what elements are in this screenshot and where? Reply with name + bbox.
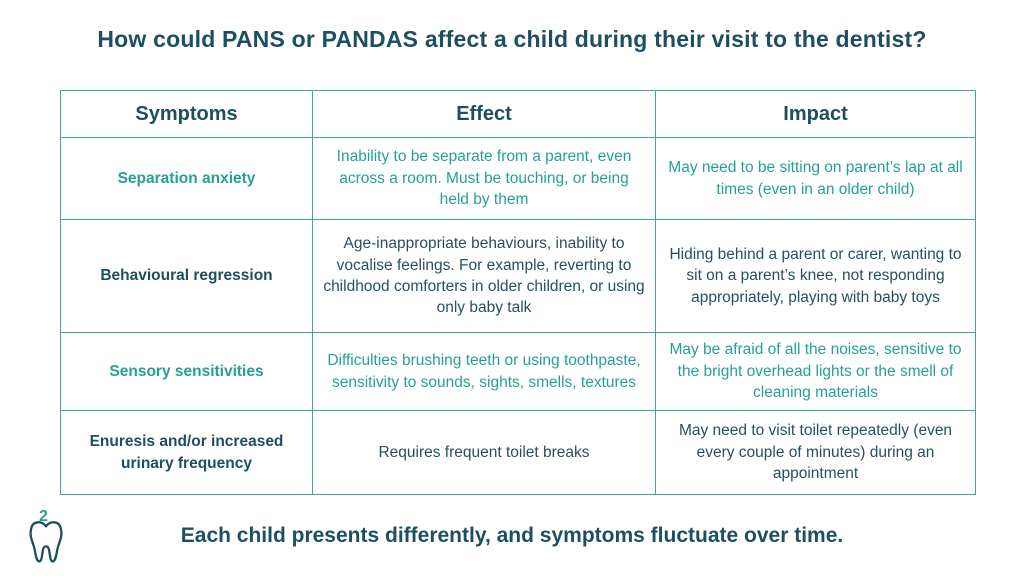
- symptom-sensory-sensitivities: Sensory sensitivities: [60, 332, 313, 411]
- table-row: Behavioural regression Age-inappropriate…: [60, 219, 976, 333]
- effect-cell: Difficulties brushing teeth or using too…: [312, 332, 656, 411]
- effect-cell: Requires frequent toilet breaks: [312, 410, 656, 495]
- impact-cell: May need to visit toilet repeatedly (eve…: [655, 410, 976, 495]
- table-row: Separation anxiety Inability to be separ…: [60, 137, 976, 220]
- table-row: Sensory sensitivities Difficulties brush…: [60, 332, 976, 411]
- page-number: 2: [39, 508, 48, 525]
- effect-cell: Inability to be separate from a parent, …: [312, 137, 656, 220]
- symptoms-table: Symptoms Effect Impact Separation anxiet…: [60, 90, 976, 495]
- footer-statement: Each child presents differently, and sym…: [180, 524, 844, 547]
- page-number-badge: 2: [24, 508, 74, 566]
- page-title: How could PANS or PANDAS affect a child …: [97, 26, 927, 52]
- symptom-behavioural-regression: Behavioural regression: [60, 219, 313, 333]
- symptom-separation-anxiety: Separation anxiety: [60, 137, 313, 220]
- column-header-symptoms: Symptoms: [60, 90, 313, 138]
- impact-cell: May need to be sitting on parent’s lap a…: [655, 137, 976, 220]
- column-header-effect: Effect: [312, 90, 656, 138]
- effect-cell: Age-inappropriate behaviours, inability …: [312, 219, 656, 333]
- impact-cell: May be afraid of all the noises, sensiti…: [655, 332, 976, 411]
- impact-cell: Hiding behind a parent or carer, wanting…: [655, 219, 976, 333]
- column-header-impact: Impact: [655, 90, 976, 138]
- table-header-row: Symptoms Effect Impact: [60, 90, 976, 138]
- table-row: Enuresis and/or increased urinary freque…: [60, 410, 976, 495]
- symptom-enuresis: Enuresis and/or increased urinary freque…: [60, 410, 313, 495]
